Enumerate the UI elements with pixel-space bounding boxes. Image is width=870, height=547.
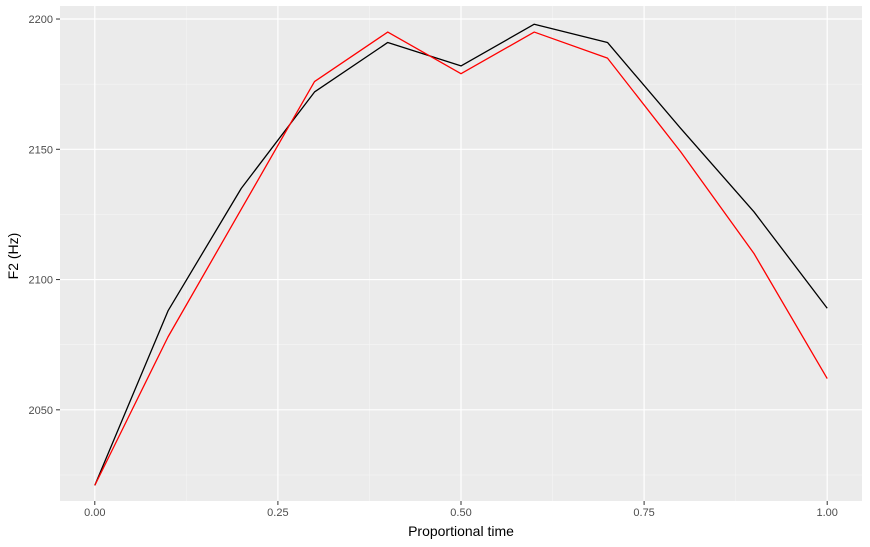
x-tick-label: 0.50: [450, 507, 471, 519]
series-line-2: [94, 31, 828, 486]
y-tick-label: 2100: [29, 275, 53, 287]
y-axis-ticks: 2050 2100 2150 2200: [29, 14, 60, 417]
y-axis-title: F2 (Hz): [5, 233, 21, 280]
y-tick-label: 2050: [29, 405, 53, 417]
x-tick-label: 0.00: [84, 507, 105, 519]
y-tick-label: 2200: [29, 14, 53, 26]
x-tick-label: 1.00: [816, 507, 837, 519]
x-axis-ticks: 0.00 0.25 0.50 0.75 1.00: [84, 501, 838, 519]
series-lines: [94, 23, 828, 486]
series-line-1: [94, 23, 828, 486]
x-tick-label: 0.25: [267, 507, 288, 519]
y-tick-label: 2150: [29, 144, 53, 156]
x-axis-title: Proportional time: [408, 523, 514, 539]
major-gridlines: [60, 6, 862, 501]
x-tick-label: 0.75: [633, 507, 654, 519]
